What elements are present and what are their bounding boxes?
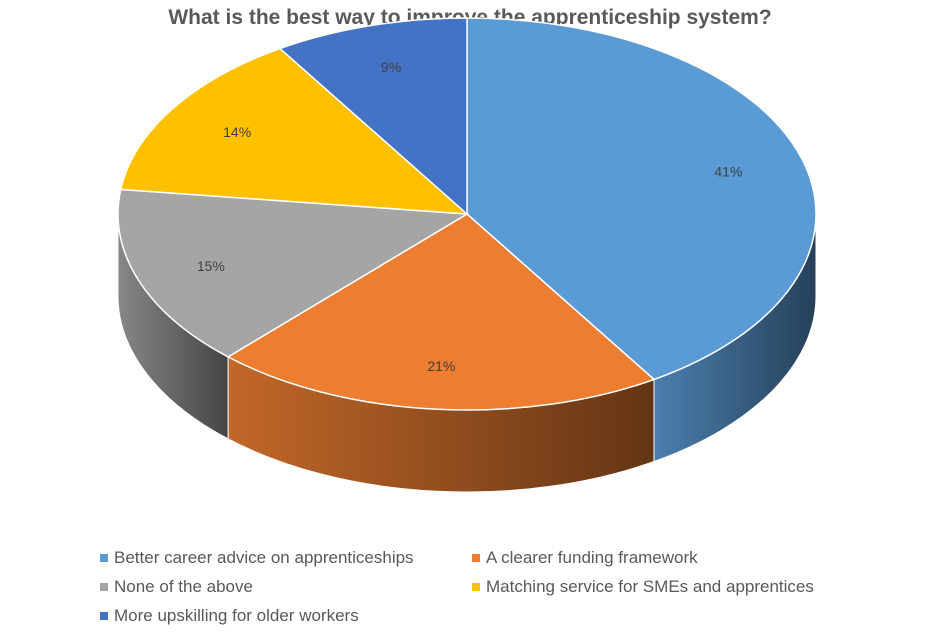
- legend-item-1: A clearer funding framework: [472, 548, 698, 568]
- legend-label-2: None of the above: [114, 577, 253, 596]
- legend-label-1: A clearer funding framework: [486, 548, 698, 567]
- legend-label-4: More upskilling for older workers: [114, 606, 359, 625]
- legend-label-0: Better career advice on apprenticeships: [114, 548, 414, 567]
- legend-item-3: Matching service for SMEs and apprentice…: [472, 577, 814, 597]
- pie-slice-2: [117, 188, 470, 358]
- data-label-0: 41%: [714, 163, 742, 179]
- legend-label-3: Matching service for SMEs and apprentice…: [486, 577, 814, 596]
- legend-swatch-0: [100, 554, 108, 562]
- data-label-3: 14%: [223, 124, 251, 140]
- data-label-2: 15%: [197, 258, 225, 274]
- pie-slice-1: [226, 213, 656, 411]
- pie-slice-0: [466, 17, 817, 381]
- legend-item-4: More upskilling for older workers: [100, 606, 359, 626]
- legend-swatch-2: [100, 583, 108, 591]
- pie-slice-4: [278, 17, 468, 216]
- data-label-4: 9%: [381, 59, 401, 75]
- legend-item-0: Better career advice on apprenticeships: [100, 548, 414, 568]
- legend-item-2: None of the above: [100, 577, 253, 597]
- data-label-1: 21%: [427, 358, 455, 374]
- pie-slice-3: [119, 47, 470, 215]
- legend-swatch-3: [472, 583, 480, 591]
- legend-swatch-1: [472, 554, 480, 562]
- legend-swatch-4: [100, 612, 108, 620]
